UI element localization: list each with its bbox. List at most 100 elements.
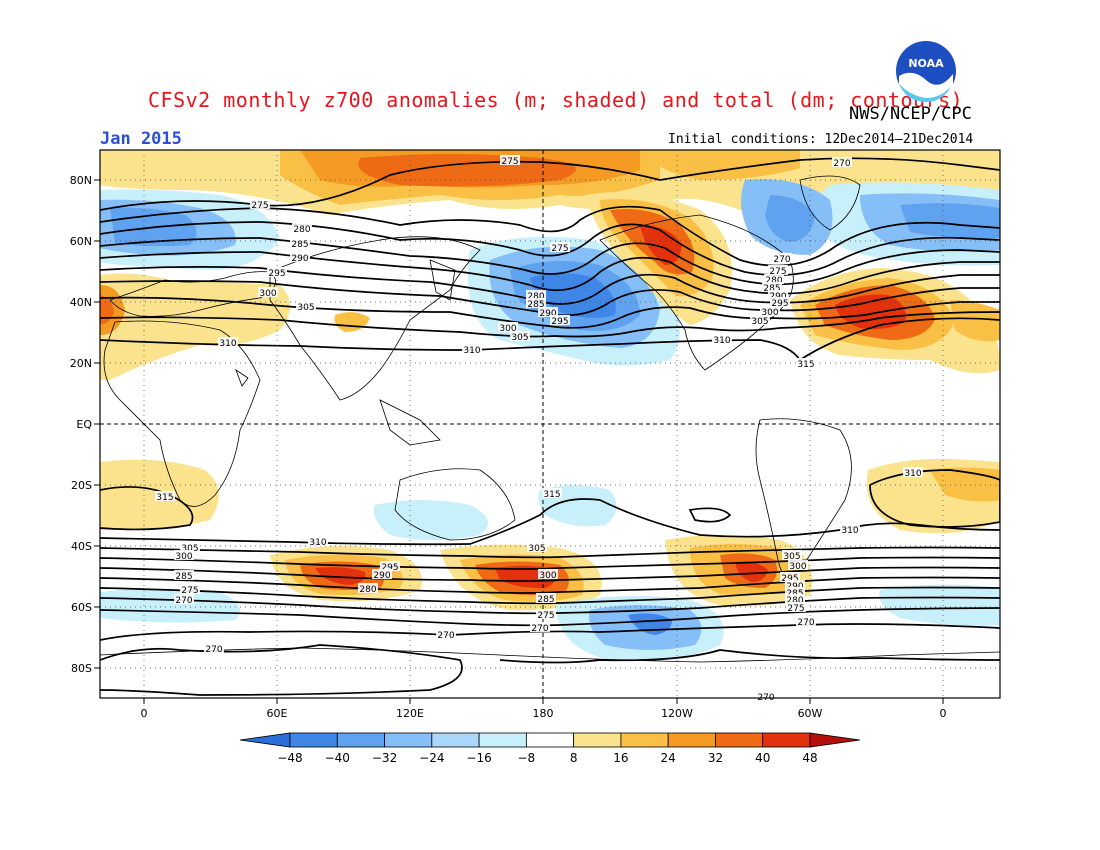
colorbar-swatch [715,732,764,748]
contour-label: 295 [381,563,398,573]
contour-label: 280 [359,585,376,595]
contour-label: 280 [527,292,544,302]
contour-label-bg [840,524,860,534]
contour-label: 270 [531,624,548,634]
contour-label-bg [550,242,570,252]
contour-label: 275 [787,604,804,614]
map-title: CFSv2 monthly z700 anomalies (m; shaded)… [148,88,964,112]
lat-label: 20N [70,357,92,370]
colorbar-swatch [478,732,527,748]
axis-ticks [94,179,944,704]
contour-label-bg [538,307,558,317]
contour-label: 270 [833,159,850,169]
lat-lon-grid [100,150,1000,698]
contour-label: 305 [511,333,528,343]
svg-text:NOAA: NOAA [908,57,944,70]
contour-label: 310 [904,469,921,479]
contour-label: 310 [841,526,858,536]
contour-label: 300 [175,552,192,562]
lat-label: 40S [71,540,92,553]
colorbar-swatch [384,732,433,748]
lon-label: 60E [267,707,288,720]
contour-label-bg [764,274,784,284]
contour-label-bg [526,290,546,300]
contour-label: 275 [501,157,518,167]
lat-label: EQ [76,418,92,431]
colorbar-label: 16 [613,751,628,765]
contour-label: 280 [293,225,310,235]
contour-label-bg [204,643,224,653]
contour-label: 270 [773,255,790,265]
contour-label-bg [498,322,518,332]
colorbar-swatch [431,732,480,748]
colorbar-swatch [667,732,716,748]
lon-label: 60W [798,707,823,720]
colorbar-swatch [336,732,385,748]
forecast-month: Jan 2015 [100,129,182,149]
colorbar-label: −48 [277,751,302,765]
initial-conditions: Initial conditions: 12Dec2014–21Dec2014 [668,132,974,147]
contour-label: 305 [528,544,545,554]
contour-label: 315 [797,360,814,370]
contour-label-bg [760,306,780,316]
colorbar: −48 −40 −32 −24 −16 −8 8 16 24 32 40 48 [239,732,861,765]
lon-label: 0 [141,707,148,720]
contour-label: 285 [175,572,192,582]
contour-label-bg [550,315,570,325]
contour-label-bg [796,358,816,368]
contour-label: 295 [781,574,798,584]
lat-label: 40N [70,296,92,309]
contour-label: 285 [537,595,554,605]
contour-label: 295 [551,317,568,327]
contour-label: 290 [539,309,556,319]
contour-label: 295 [771,299,788,309]
contour-label-bg [542,488,562,498]
contour-label-bg [380,561,400,571]
noaa-logo-icon: NOAA [896,41,956,102]
contour-label-bg [308,536,328,546]
contour-label: 300 [499,324,516,334]
contour-label: 270 [205,645,222,655]
contour-label-bg [218,337,238,347]
contour-label: 300 [539,571,556,581]
contour-label-bg [536,593,556,603]
contour-label-bg [436,629,456,639]
contour-label: 310 [309,538,326,548]
contour-label-bg [526,298,546,308]
contour-label-bg [290,252,310,262]
agency-label: NWS/NCEP/CPC [849,104,972,124]
contour-label-bg [770,297,790,307]
contour-label-bg [174,594,194,604]
colorbar-label: −8 [518,751,536,765]
contour-label-bg [462,344,482,354]
contour-labels: 275 2702752802852902953003053102752802852… [155,155,923,703]
longitude-labels: 0 60E 120E 180 120W 60W 0 [141,707,947,720]
colorbar-label: −32 [372,751,397,765]
contour-label-bg [290,238,310,248]
contour-label-bg [258,287,278,297]
contour-label: 315 [543,490,560,500]
contour-label: 310 [219,339,236,349]
contour-label-bg [180,542,200,552]
lon-label: 180 [533,707,554,720]
lat-label: 60N [70,235,92,248]
contour-label-bg [768,265,788,275]
colorbar-label: −24 [419,751,444,765]
contour-label: 305 [751,317,768,327]
contour-label: 315 [156,493,173,503]
contour-label-bg [174,570,194,580]
contour-label-bg [785,594,805,604]
colorbar-label: −16 [466,751,491,765]
lon-label: 120E [396,707,424,720]
contour-label: 295 [268,269,285,279]
contour-label: 270 [437,631,454,641]
contour-label: 290 [291,254,308,264]
equator-and-dateline [100,150,1000,698]
contour-label: 305 [181,544,198,554]
contour-label-bg [267,267,287,277]
latitude-labels: 80N 60N 40N 20N EQ 20S 40S 60S 80S [70,174,93,675]
contour-label: 280 [786,596,803,606]
contour-label: 285 [291,240,308,250]
lat-label: 60S [71,601,92,614]
lat-label: 80S [71,662,92,675]
